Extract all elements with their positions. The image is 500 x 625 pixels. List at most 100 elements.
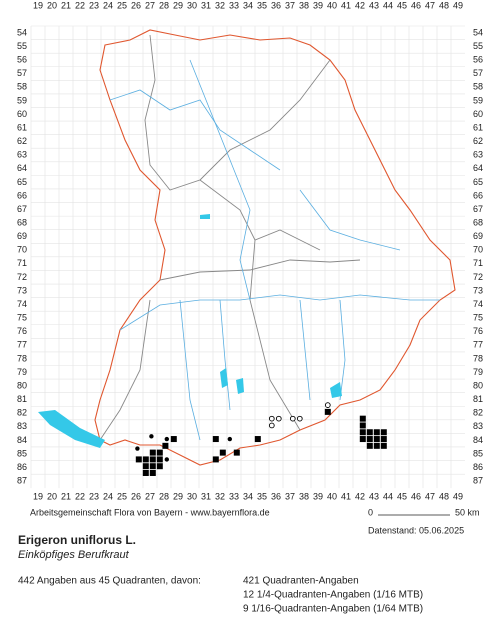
occurrence-square (162, 442, 169, 449)
occurrence-square (149, 449, 156, 456)
occurrence-square (156, 463, 163, 470)
column-label: 37 (285, 491, 295, 501)
column-label: 21 (61, 0, 71, 10)
column-label: 31 (201, 0, 211, 10)
column-label: 42 (355, 491, 365, 501)
row-label: 84 (17, 435, 27, 445)
row-label: 64 (17, 163, 27, 173)
column-label: 24 (103, 0, 113, 10)
column-label: 31 (201, 491, 211, 501)
occurrence-square (135, 456, 142, 463)
occurrence-square (142, 456, 149, 463)
count: 421 Quadranten-Angaben (243, 576, 359, 587)
row-label: 56 (473, 55, 483, 65)
occurrence-square (233, 449, 240, 456)
occurrence-circle (289, 415, 296, 422)
row-label: 56 (17, 55, 27, 65)
column-label: 46 (411, 0, 421, 10)
column-label: 39 (313, 491, 323, 501)
row-label: 73 (473, 285, 483, 295)
row-label: 74 (473, 299, 483, 309)
row-label: 86 (473, 462, 483, 472)
row-label: 55 (473, 41, 483, 51)
column-label: 29 (173, 0, 183, 10)
occurrence-square (170, 436, 177, 443)
occurrence-square (142, 463, 149, 470)
row-label: 67 (473, 204, 483, 214)
column-label: 22 (75, 491, 85, 501)
row-label: 85 (17, 448, 27, 458)
summary: 442 Angaben aus 45 Quadranten, davon: (18, 576, 201, 587)
row-label: 83 (17, 421, 27, 431)
column-label: 24 (103, 491, 113, 501)
row-label: 74 (17, 299, 27, 309)
row-label: 65 (17, 177, 27, 187)
row-label: 72 (473, 272, 483, 282)
column-label: 29 (173, 491, 183, 501)
row-label: 76 (473, 326, 483, 336)
column-label: 38 (299, 0, 309, 10)
row-label: 75 (17, 313, 27, 323)
row-label: 63 (17, 150, 27, 160)
row-label: 63 (473, 150, 483, 160)
row-label: 82 (17, 408, 27, 418)
row-label: 66 (473, 190, 483, 200)
row-label: 54 (17, 27, 27, 37)
column-label: 46 (411, 491, 421, 501)
occurrence-dot (164, 436, 169, 442)
row-label: 67 (17, 204, 27, 214)
row-label: 55 (17, 41, 27, 51)
occurrence-square (149, 469, 156, 476)
column-label: 36 (271, 491, 281, 501)
column-label: 44 (383, 491, 393, 501)
row-label: 83 (473, 421, 483, 431)
occurrence-square (373, 436, 380, 443)
row-label: 84 (473, 435, 483, 445)
occurrence-square (212, 456, 219, 463)
column-label: 41 (341, 0, 351, 10)
row-label: 65 (473, 177, 483, 187)
row-label: 81 (473, 394, 483, 404)
occurrence-square (380, 442, 387, 449)
column-label: 34 (243, 491, 253, 501)
occurrences (135, 402, 387, 476)
row-label: 85 (473, 448, 483, 458)
column-label: 39 (313, 0, 323, 10)
row-label: 57 (17, 68, 27, 78)
row-label: 60 (17, 109, 27, 119)
row-label: 77 (17, 340, 27, 350)
count: 12 1/4-Quadranten-Angaben (1/16 MTB) (243, 590, 423, 601)
occurrence-square (359, 429, 366, 436)
column-label: 36 (271, 0, 281, 10)
column-label: 48 (439, 491, 449, 501)
occurrence-square (142, 469, 149, 476)
lakes (38, 214, 342, 448)
row-label: 70 (17, 245, 27, 255)
row-label: 61 (473, 122, 483, 132)
row-label: 59 (17, 95, 27, 105)
row-label: 69 (17, 231, 27, 241)
column-label: 47 (425, 0, 435, 10)
column-label: 42 (355, 0, 365, 10)
row-label: 79 (473, 367, 483, 377)
occurrence-dot (149, 434, 154, 439)
column-label: 35 (257, 0, 267, 10)
column-label: 22 (75, 0, 85, 10)
row-label: 59 (473, 95, 483, 105)
occurrence-square (149, 463, 156, 470)
column-label: 49 (453, 0, 463, 10)
row-label: 57 (473, 68, 483, 78)
column-label: 33 (229, 491, 239, 501)
column-label: 20 (47, 491, 57, 501)
column-label: 27 (145, 491, 155, 501)
occurrence-square (359, 436, 366, 443)
column-label: 49 (453, 491, 463, 501)
row-label: 72 (17, 272, 27, 282)
scale-end: 50 km (455, 507, 480, 517)
row-label: 68 (17, 217, 27, 227)
column-label: 19 (33, 491, 43, 501)
column-label: 21 (61, 491, 71, 501)
row-label: 69 (473, 231, 483, 241)
row-label: 87 (473, 476, 483, 486)
